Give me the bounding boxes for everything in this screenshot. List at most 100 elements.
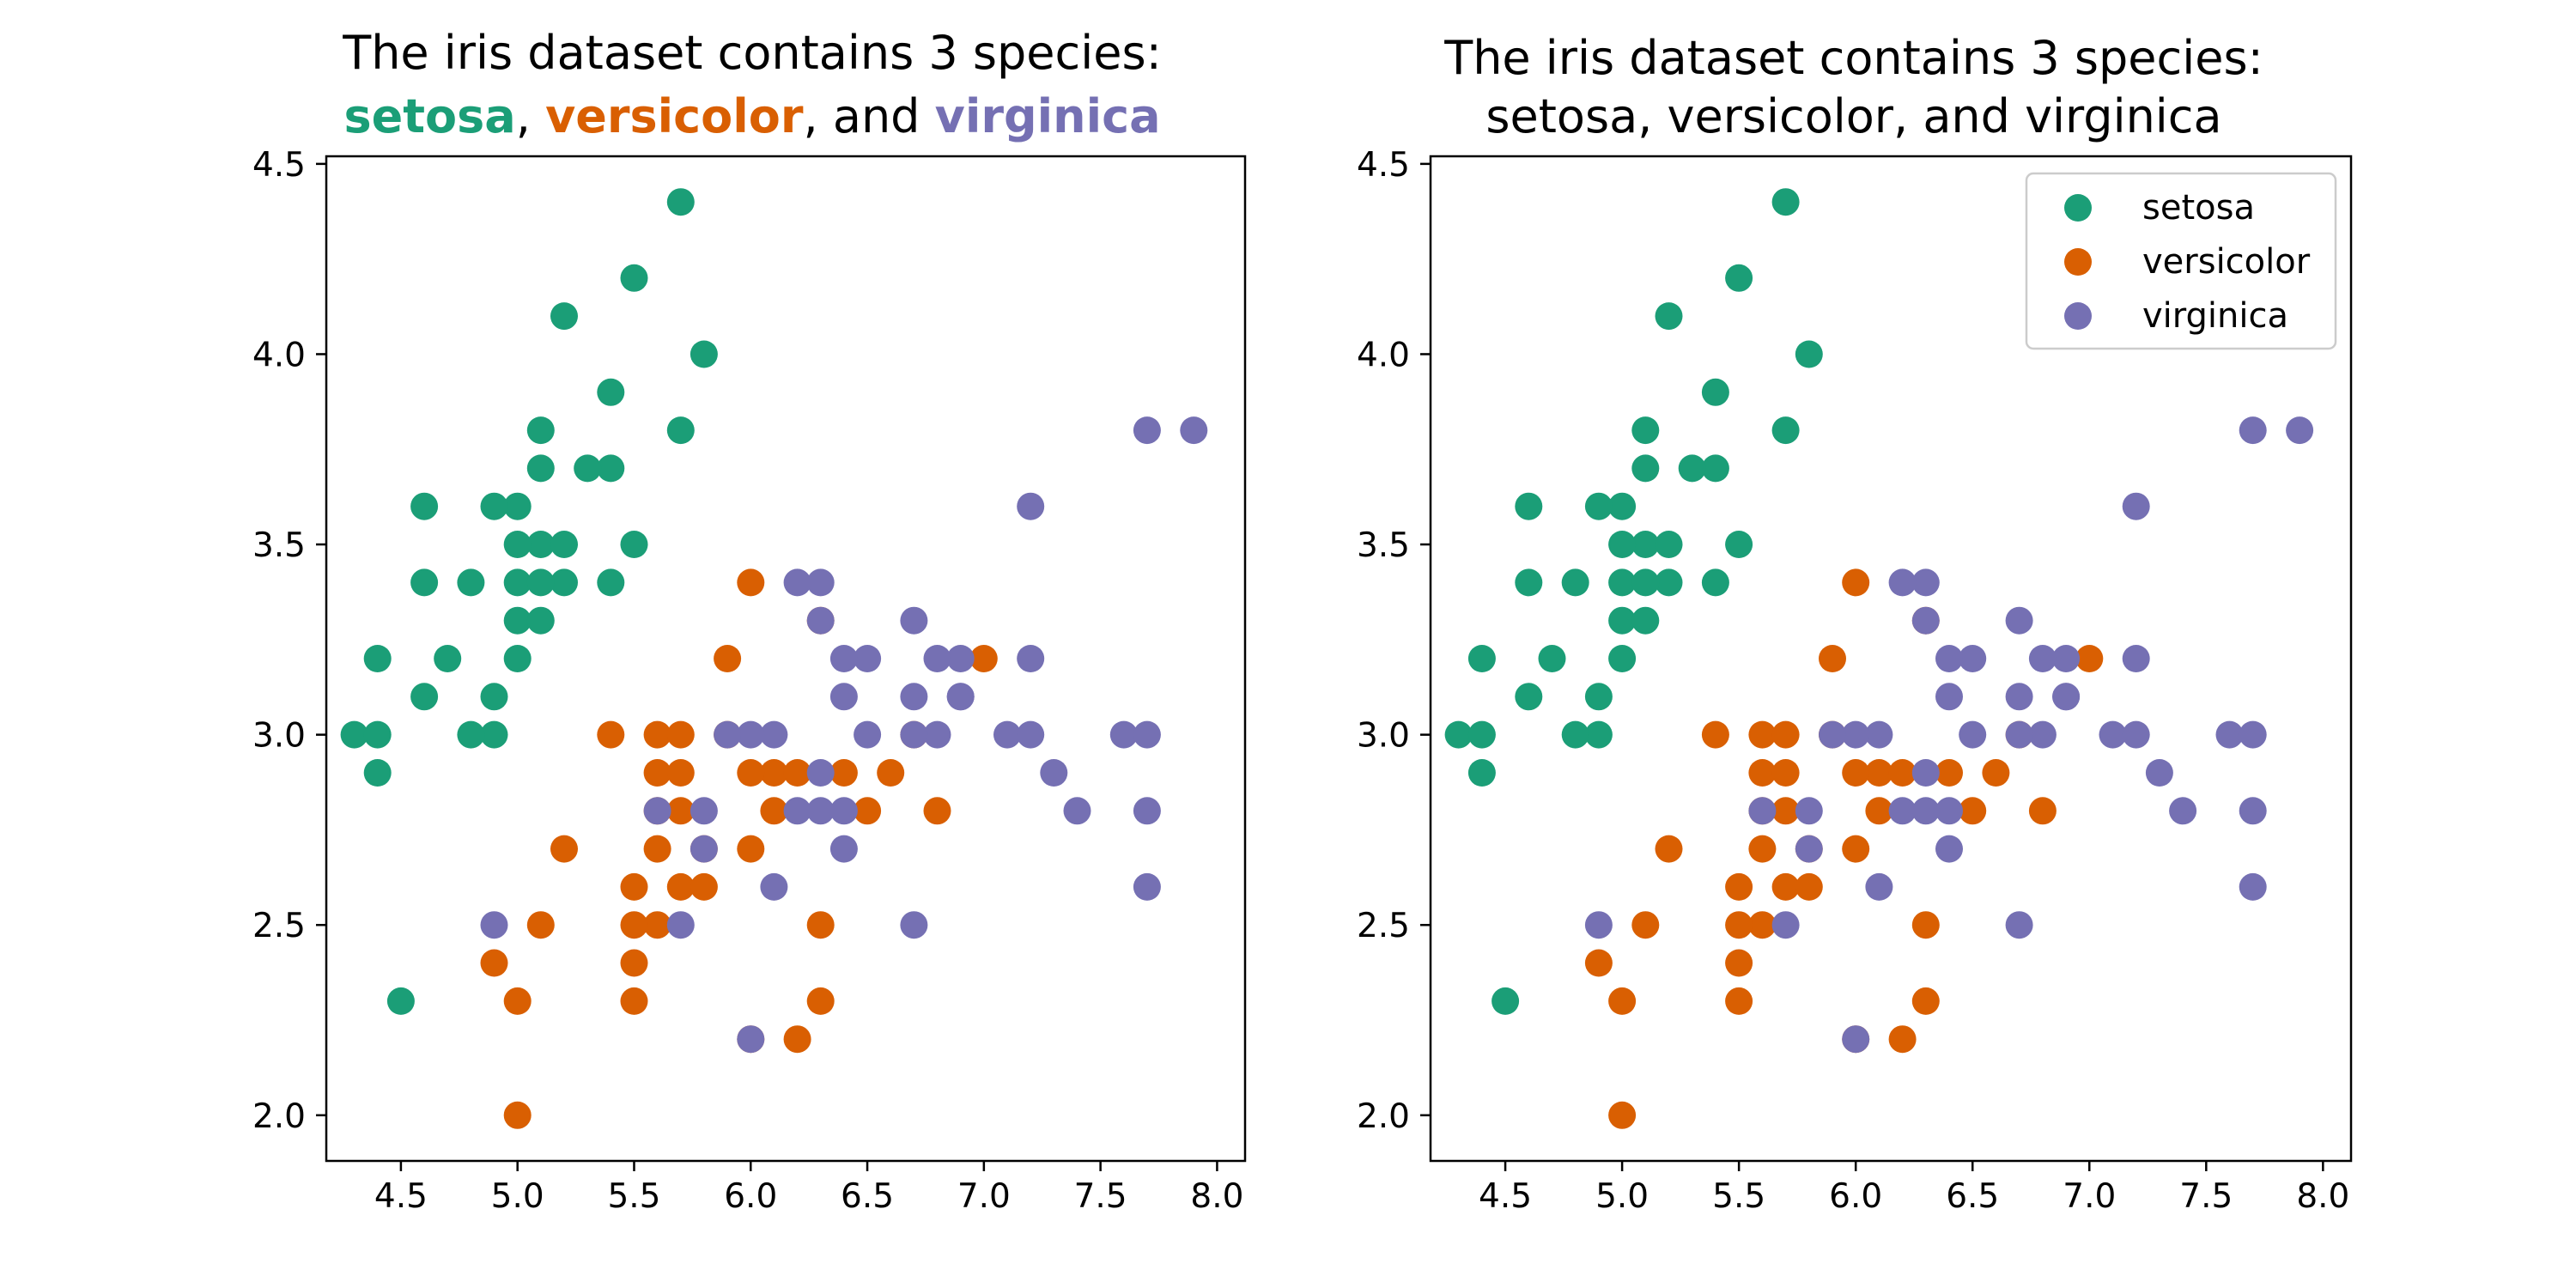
point-setosa-29 [503,531,532,558]
chart-left: The iris dataset contains 3 species: set… [252,26,1247,1216]
point-versicolor-20 [2028,797,2057,825]
point-virginica-29 [1180,416,1208,445]
chart-left-y-ticks: 2.0 2.5 3.0 3.5 4.0 4.5 [252,146,326,1136]
point-setosa-29 [1608,531,1637,558]
point-setosa-31 [363,645,392,672]
point-versicolor-30 [620,911,648,939]
point-virginica-23 [1017,645,1045,672]
point-versicolor-34 [666,720,695,749]
point-versicolor-31 [620,872,648,901]
x-tick-label-6.0: 6.0 [724,1177,777,1216]
y-tick-label-4.0: 4.0 [1357,336,1410,374]
point-versicolor-22 [1842,759,1870,787]
point-virginica-4 [854,720,882,749]
point-setosa-33 [574,454,602,483]
point-setosa-15 [1771,188,1800,216]
point-virginica-16 [2239,416,2267,445]
point-virginica-34 [1935,683,1963,711]
title-species-virginica: virginica [935,89,1161,143]
point-versicolor-31 [1725,872,1753,901]
point-virginica-19 [946,645,975,672]
chart-left-x-ticks: 4.5 5.0 5.5 6.0 6.5 7.0 7.5 8.0 [374,1161,1243,1216]
point-setosa-17 [666,416,695,445]
point-virginica-9 [1017,492,1045,520]
y-tick-label-4.0: 4.0 [252,336,306,374]
point-setosa-21 [550,531,578,558]
point-virginica-25 [760,720,788,749]
point-virginica-4 [1959,720,1987,749]
point-setosa-3 [1515,683,1543,711]
point-versicolor-24 [1725,949,1753,977]
chart-left-axes-frame [325,155,1247,1163]
chart-right-title-line2: setosa, versicolor, and virginica [1485,89,2221,143]
point-virginica-31 [1865,872,1893,901]
point-virginica-14 [690,797,718,825]
point-setosa-22 [1655,568,1683,597]
point-setosa-14 [690,340,718,368]
chart-left-title-line1: The iris dataset contains 3 species: [342,26,1162,80]
point-versicolor-18 [806,911,835,939]
point-versicolor-15 [643,911,671,939]
point-setosa-26 [1725,531,1753,558]
point-versicolor-4 [1584,949,1613,977]
point-virginica-37 [900,683,928,711]
point-setosa-13 [340,720,368,749]
point-virginica-40 [900,720,928,749]
chart-left-title-line2: setosa, versicolor, and virginica [343,89,1160,143]
point-virginica-35 [737,720,765,749]
point-versicolor-29 [643,835,671,863]
point-setosa-9 [1584,683,1613,711]
point-versicolor-27 [597,720,625,749]
title-separator-3: , and [804,89,935,143]
point-setosa-5 [597,378,625,406]
point-versicolor-5 [877,759,905,787]
point-versicolor-2 [666,797,695,825]
point-setosa-7 [503,568,532,597]
point-virginica-32 [2239,720,2267,749]
point-versicolor-34 [1771,720,1800,749]
point-virginica-22 [2005,606,2033,635]
point-versicolor-33 [1771,759,1800,787]
legend-marker-setosa [2064,194,2092,222]
point-setosa-9 [480,683,508,711]
point-setosa-21 [1655,531,1683,558]
point-setosa-31 [1467,645,1496,672]
point-setosa-1 [1584,720,1613,749]
point-setosa-35 [526,606,555,635]
x-tick-label-6.0: 6.0 [1829,1177,1882,1216]
point-setosa-24 [620,264,648,292]
point-setosa-22 [550,568,578,597]
point-versicolor-27 [1701,720,1729,749]
point-versicolor-37 [1911,987,1940,1015]
point-versicolor-16 [1819,645,1846,672]
point-virginica-33 [1911,568,1940,597]
point-setosa-10 [1701,454,1729,483]
point-versicolor-7 [503,1101,532,1129]
legend-label-versicolor: versicolor [2142,242,2311,282]
point-virginica-12 [923,720,951,749]
x-tick-label-6.5: 6.5 [841,1177,894,1216]
chart-right: The iris dataset contains 3 species: set… [1357,31,2353,1216]
point-setosa-23 [1608,645,1637,672]
point-virginica-20 [643,797,671,825]
legend-box [2025,172,2337,350]
point-virginica-8 [2005,911,2033,939]
point-virginica-7 [2145,759,2173,787]
point-setosa-8 [1467,759,1496,787]
point-setosa-30 [386,987,415,1015]
point-virginica-1 [1795,835,1823,863]
point-versicolor-12 [643,720,671,749]
point-versicolor-14 [1888,1025,1917,1054]
title-species-versicolor: versicolor [545,89,804,143]
x-tick-label-5.0: 5.0 [491,1177,544,1216]
point-versicolor-6 [1655,835,1683,863]
chart-right-x-ticks: 4.5 5.0 5.5 6.0 6.5 7.0 7.5 8.0 [1479,1161,2349,1216]
point-versicolor-32 [503,987,532,1015]
point-setosa-7 [1608,568,1637,597]
point-setosa-26 [620,531,648,558]
point-virginica-38 [946,683,975,711]
x-tick-label-4.5: 4.5 [374,1177,428,1216]
point-virginica-25 [1865,720,1893,749]
point-versicolor-12 [1748,720,1777,749]
